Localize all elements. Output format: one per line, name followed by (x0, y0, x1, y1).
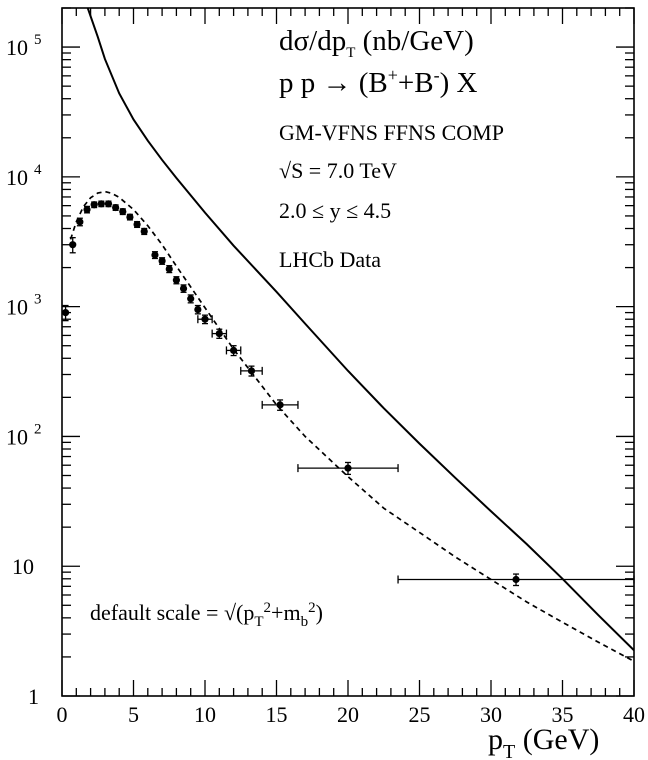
y-tick-label: 10 2 (6, 421, 42, 449)
y-tick-label: 10 3 (6, 292, 42, 320)
data-point (158, 257, 166, 265)
data-point (151, 251, 159, 259)
data-point (247, 367, 256, 375)
chart-title-line-2: p p → (B++B-) X (279, 65, 478, 99)
plot-area (61, 8, 635, 663)
annotation-data: LHCb Data (279, 247, 381, 272)
data-point (126, 213, 134, 221)
solid-curve (86, 8, 634, 652)
y-tick-label: 10 5 (6, 32, 42, 60)
data-point (194, 305, 202, 314)
data-point (276, 401, 284, 409)
data-point (512, 575, 520, 584)
x-axis-label: pT (GeV) (488, 723, 599, 760)
x-tick-label: 30 (480, 702, 502, 727)
annotation-model: GM-VFNS FFNS COMP (279, 120, 504, 145)
x-tick-label: 0 (57, 702, 68, 727)
x-tick-label: 15 (266, 702, 288, 727)
data-points (61, 200, 635, 587)
y-tick-label: 10 (12, 554, 34, 579)
x-tick-label: 40 (623, 702, 645, 727)
data-point (215, 329, 223, 338)
data-point (172, 276, 180, 284)
data-point (201, 315, 209, 323)
data-point (187, 295, 195, 303)
data-point (179, 284, 188, 293)
data-point (119, 207, 127, 216)
annotation-energy: √S = 7.0 TeV (279, 158, 397, 183)
x-tick-label: 10 (194, 702, 216, 727)
y-tick-label: 10 4 (6, 162, 42, 190)
data-point (97, 200, 105, 208)
data-point (344, 464, 352, 472)
data-point (112, 203, 120, 212)
data-point (165, 265, 173, 273)
chart-title-line-1: dσ/dpT (nb/GeV) (279, 25, 474, 61)
data-point (69, 241, 77, 249)
x-tick-label: 35 (552, 702, 574, 727)
annotation-rapidity: 2.0 ≤ y ≤ 4.5 (279, 198, 391, 223)
x-tick-label: 25 (409, 702, 431, 727)
y-tick-label: 1 (28, 684, 39, 709)
data-point (76, 218, 84, 226)
data-point (90, 201, 98, 209)
x-tick-label: 20 (337, 702, 359, 727)
data-point (83, 205, 91, 214)
x-tick-label: 5 (128, 702, 139, 727)
data-point (230, 346, 238, 355)
data-point (140, 227, 148, 235)
data-point (104, 200, 113, 208)
data-point (133, 220, 141, 229)
